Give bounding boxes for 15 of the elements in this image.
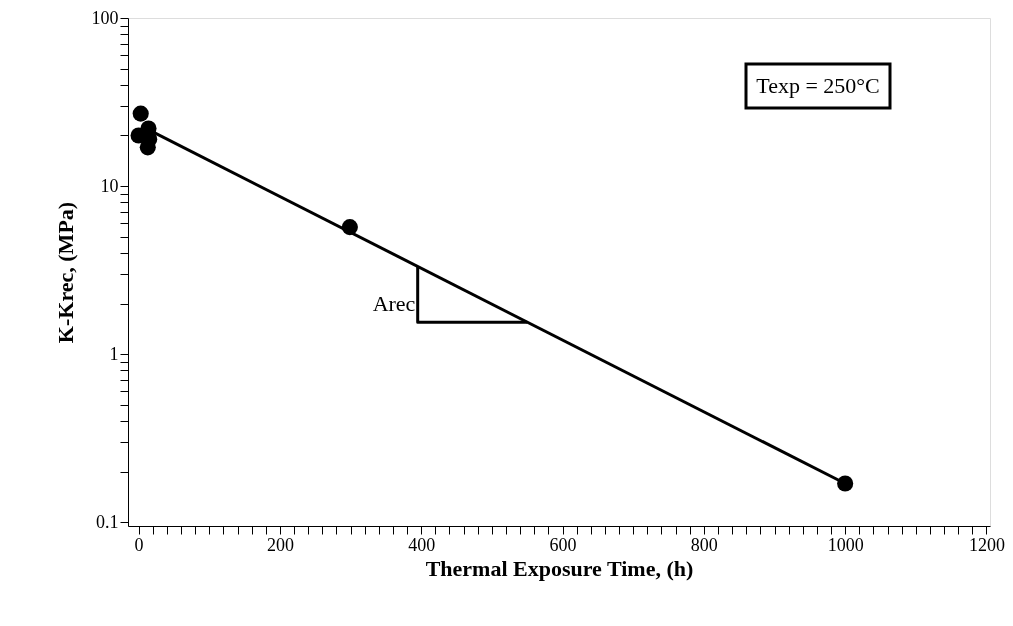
y-axis-title: K-Krec, (MPa) [52,201,78,344]
x-axis-title: Thermal Exposure Time, (h) [425,555,694,581]
x-tick-label: 400 [408,534,436,555]
x-tick-label: 1000 [827,534,864,555]
x-tick-label: 0 [134,534,144,555]
y-tick-label: 0.1 [96,511,119,532]
annotation: Arec [372,291,416,316]
x-tick-label: 600 [549,534,577,555]
y-tick-label: 10 [100,175,119,196]
y-tick-label: 1 [109,343,119,364]
x-tick-label: 200 [266,534,294,555]
annotation: Texp = 250°C [756,73,880,98]
y-tick-label: 100 [91,7,119,28]
x-tick-label: 800 [690,534,718,555]
x-tick-label: 1200 [968,534,1005,555]
